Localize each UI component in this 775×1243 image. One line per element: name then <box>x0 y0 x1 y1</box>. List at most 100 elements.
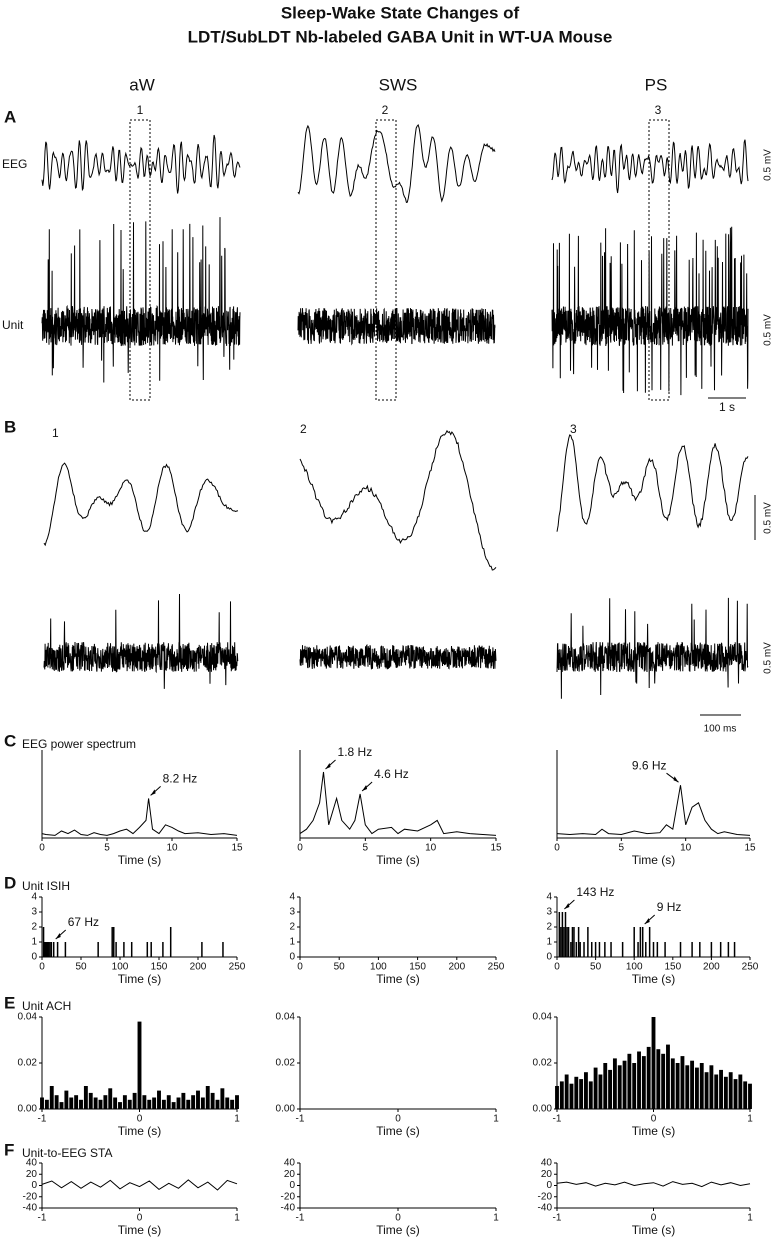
x-tick-label: -1 <box>553 1213 562 1224</box>
arrow-head <box>325 763 331 769</box>
x-tick-label: 150 <box>151 962 168 973</box>
bar <box>723 1076 728 1109</box>
y-tick-label: -20 <box>281 1191 296 1202</box>
bar <box>45 942 47 957</box>
annotation-label: 8.2 Hz <box>163 772 198 786</box>
y-tick-label: 0.00 <box>276 1104 296 1115</box>
unit-trace <box>297 307 496 346</box>
bar <box>690 1060 695 1109</box>
y-tick-label: 0 <box>289 952 295 963</box>
bar <box>639 927 642 957</box>
annotation-label: 9.6 Hz <box>632 758 667 772</box>
bar <box>137 1021 142 1109</box>
x-tick-label: 5 <box>619 843 625 854</box>
bar <box>200 1097 205 1109</box>
bar <box>88 1092 93 1109</box>
bar <box>103 1095 108 1109</box>
panel-title: Unit-to-EEG STA <box>22 1146 112 1160</box>
y-tick-label: 0 <box>31 1180 37 1191</box>
bar <box>627 1053 632 1109</box>
panel-letter: E <box>4 993 15 1012</box>
bar <box>108 1088 113 1109</box>
y-tick-label: 40 <box>284 1158 296 1169</box>
x-axis-label: Time (s) <box>632 1124 676 1138</box>
bar <box>118 1102 122 1109</box>
x-tick-label: 5 <box>363 843 369 854</box>
bar <box>666 1044 670 1109</box>
bar <box>604 942 606 957</box>
bar <box>710 942 713 957</box>
y-tick-label: 0.02 <box>18 1058 38 1069</box>
bar <box>574 1076 579 1109</box>
data-line <box>41 798 238 836</box>
y-tick-label: 0 <box>289 1180 295 1191</box>
y-tick-label: 40 <box>541 1158 553 1169</box>
bar <box>704 1072 709 1109</box>
bar <box>733 942 736 957</box>
bar <box>594 942 597 957</box>
bar <box>563 927 565 957</box>
panel-title: EEG power spectrum <box>22 737 136 751</box>
scale-label: 100 ms <box>704 724 737 735</box>
x-tick-label: 0 <box>297 962 303 973</box>
bar <box>575 942 578 957</box>
bar <box>176 1097 181 1109</box>
y-tick-label: 2 <box>31 922 37 933</box>
y-tick-label: 1 <box>31 937 37 948</box>
bar <box>64 1090 69 1109</box>
x-axis-label: Time (s) <box>118 1223 162 1237</box>
bar <box>142 1095 147 1109</box>
bar <box>633 927 635 957</box>
x-tick-label: 10 <box>680 843 692 854</box>
bar <box>748 1083 752 1109</box>
panel-letter: C <box>4 731 16 750</box>
bar <box>46 942 49 957</box>
bar <box>603 1063 608 1109</box>
panel-title: Unit ACH <box>22 999 71 1013</box>
bar <box>675 1063 680 1109</box>
x-tick-label: 0 <box>395 1114 401 1125</box>
state-label: PS <box>645 75 668 94</box>
bar <box>632 1063 637 1109</box>
bar <box>113 1097 118 1109</box>
bar <box>694 1067 699 1109</box>
bar <box>584 1072 588 1109</box>
data-line <box>556 785 751 836</box>
eeg-trace <box>299 429 497 571</box>
x-axis-label: Time (s) <box>118 853 162 867</box>
x-tick-label: 1 <box>747 1213 753 1224</box>
eeg-trace <box>43 462 239 547</box>
bar <box>64 942 67 957</box>
x-tick-label: 0 <box>395 1213 401 1224</box>
arrow-head <box>150 789 156 796</box>
bar <box>222 942 224 957</box>
eeg-trace <box>41 134 241 194</box>
bar <box>685 1065 690 1109</box>
bar <box>567 927 570 957</box>
y-tick-label: -40 <box>538 1203 553 1214</box>
scale-label: 0.5 mV <box>763 502 774 534</box>
unit-trace <box>41 217 241 383</box>
bar <box>111 927 113 957</box>
bar <box>652 942 655 957</box>
x-axis-label: Time (s) <box>376 972 420 986</box>
bar <box>598 942 601 957</box>
bar <box>123 942 125 957</box>
bar <box>719 942 722 957</box>
y-tick-label: 3 <box>31 907 37 918</box>
bar <box>670 1058 675 1109</box>
bar <box>166 1095 171 1109</box>
bar <box>566 927 568 957</box>
bar <box>664 942 666 957</box>
row-label: Unit <box>2 318 24 332</box>
bar <box>593 1067 598 1109</box>
bar <box>680 1056 685 1109</box>
x-tick-label: 10 <box>166 843 178 854</box>
bar <box>69 1097 74 1109</box>
unit-trace <box>551 226 749 396</box>
bar <box>608 1069 613 1109</box>
figure-title: Sleep-Wake State Changes of <box>281 3 520 22</box>
bar <box>146 942 149 957</box>
epoch-label: 3 <box>655 103 662 117</box>
panel-title: Unit ISIH <box>22 879 70 893</box>
